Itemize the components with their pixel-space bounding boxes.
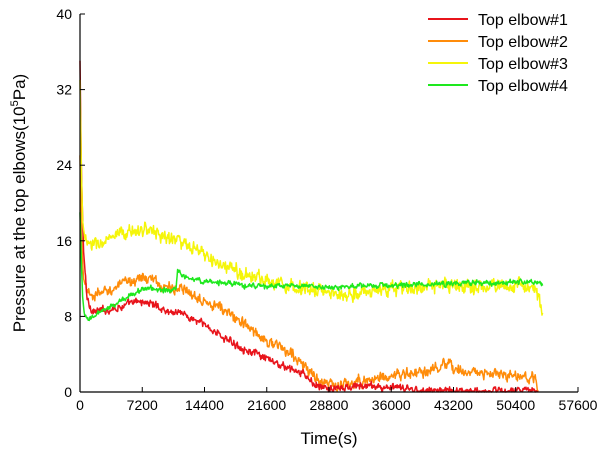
y-axis-title: Pressure at the top elbows(105Pa)	[9, 74, 29, 332]
y-tick-label: 16	[56, 233, 72, 249]
y-tick-label: 0	[64, 384, 72, 400]
y-tick-label: 40	[56, 6, 72, 22]
x-tick-label: 21600	[247, 397, 286, 413]
y-ticks: 0 8 16 24 32 40	[56, 6, 85, 400]
y-tick-label: 8	[64, 308, 72, 324]
y-axis-title-sup: 5	[9, 100, 21, 106]
y-tick-label: 24	[56, 157, 72, 173]
x-axis-title: Time(s)	[301, 429, 358, 448]
x-ticks: 0 7200 14400 21600 28800 36000 43200 50400 57600	[76, 387, 598, 413]
series-line	[79, 79, 544, 316]
legend-label: Top elbow#2	[478, 34, 568, 51]
legend-label: Top elbow#1	[478, 12, 568, 29]
legend-label: Top elbow#3	[478, 56, 568, 73]
x-tick-label: 36000	[372, 397, 411, 413]
x-tick-label: 57600	[559, 397, 598, 413]
y-tick-label: 32	[56, 82, 72, 98]
y-axis-title-end: Pa)	[10, 74, 29, 100]
legend: Top elbow#1 Top elbow#2 Top elbow#3 Top elb…	[428, 12, 568, 95]
series-line	[79, 155, 539, 393]
x-tick-label: 0	[76, 397, 84, 413]
y-axis-title-main: Pressure at the top elbows(10	[10, 106, 29, 332]
x-tick-label: 28800	[310, 397, 349, 413]
x-tick-label: 50400	[496, 397, 535, 413]
series-line	[79, 212, 544, 322]
x-tick-label: 14400	[185, 397, 224, 413]
series-line	[79, 60, 539, 393]
x-tick-label: 43200	[434, 397, 473, 413]
x-tick-label: 7200	[127, 397, 158, 413]
legend-label: Top elbow#4	[478, 78, 568, 95]
plot-lines	[79, 60, 544, 393]
